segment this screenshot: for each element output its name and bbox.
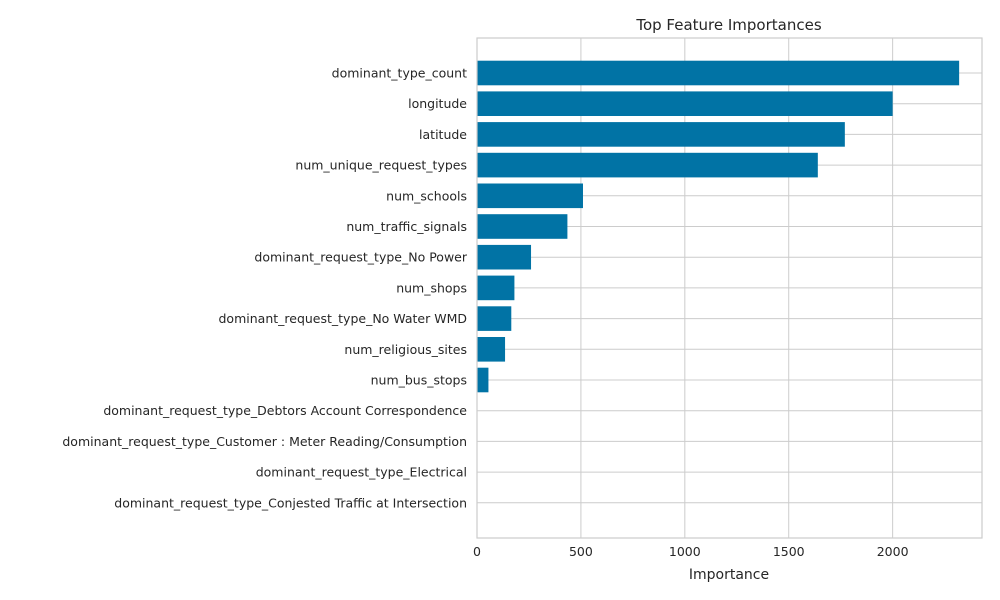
y-tick-label: dominant_request_type_No Water WMD: [219, 311, 468, 326]
x-tick-label: 1500: [773, 544, 805, 559]
bar: [477, 214, 568, 239]
y-tick-label: num_shops: [396, 280, 467, 295]
x-tick-labels: 0 500 1000 1500 2000: [473, 544, 909, 559]
bars: [477, 60, 960, 393]
bar: [477, 152, 818, 178]
bar: [477, 91, 893, 116]
bar: [477, 183, 583, 209]
y-tick-labels: dominant_type_count longitude latitude num_…: [62, 66, 467, 511]
y-tick-label: latitude: [419, 127, 467, 142]
chart-title: Top Feature Importances: [635, 16, 821, 34]
y-tick-label: num_traffic_signals: [346, 219, 467, 234]
y-tick-label: num_unique_request_types: [295, 158, 467, 173]
y-tick-label: num_schools: [386, 188, 467, 203]
x-tick-label: 1000: [669, 544, 701, 559]
y-tick-label: longitude: [408, 96, 467, 111]
bar: [477, 122, 845, 147]
y-tick-label: num_religious_sites: [344, 342, 467, 357]
y-tick-label: dominant_request_type_No Power: [254, 250, 467, 265]
x-tick-label: 0: [473, 544, 481, 559]
bar: [477, 306, 512, 331]
bar: [477, 244, 532, 270]
y-tick-label: dominant_request_type_Electrical: [256, 465, 467, 480]
x-tick-label: 2000: [877, 544, 909, 559]
bar: [477, 275, 515, 301]
bar: [477, 367, 489, 393]
y-tick-label: dominant_request_type_Customer : Meter R…: [62, 434, 467, 449]
y-tick-label: dominant_request_type_Debtors Account Co…: [103, 403, 467, 418]
x-axis-label: Importance: [689, 567, 769, 583]
y-tick-label: dominant_type_count: [332, 66, 467, 81]
y-tick-label: num_bus_stops: [371, 373, 467, 388]
y-tick-label: dominant_request_type_Conjested Traffic …: [114, 495, 467, 510]
bar: [477, 337, 506, 362]
x-tick-label: 500: [569, 544, 593, 559]
bar: [477, 60, 960, 86]
plot-frame: [476, 37, 983, 539]
